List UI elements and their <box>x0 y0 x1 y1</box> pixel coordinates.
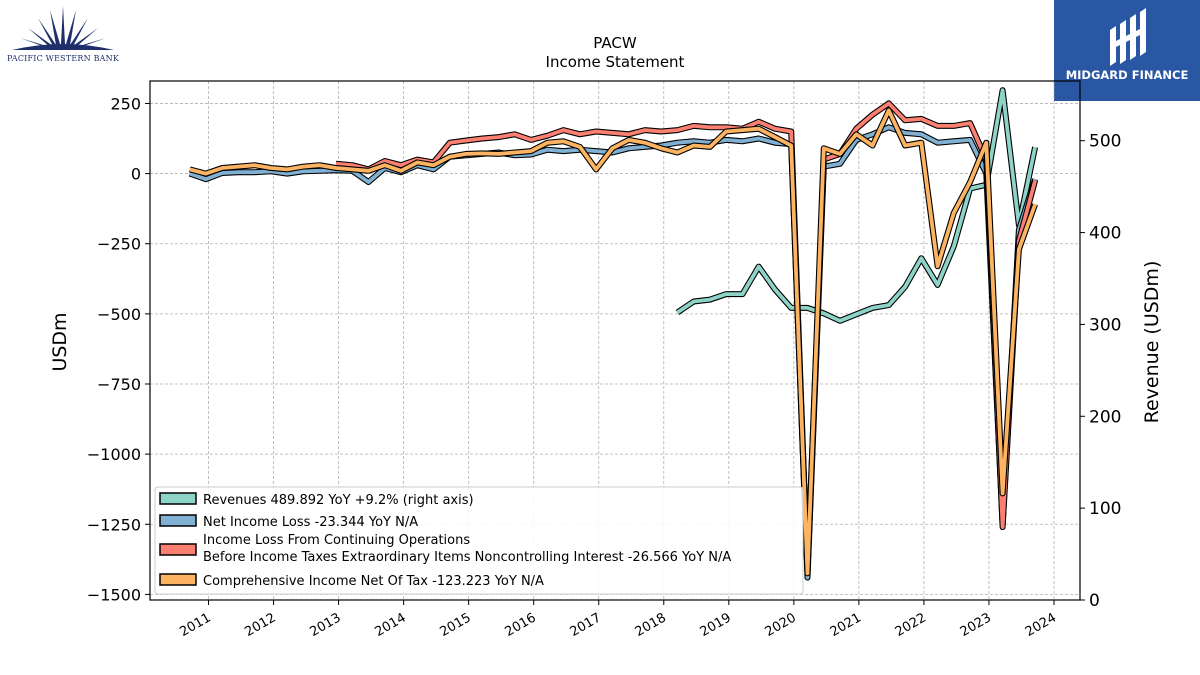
midgard-emblem-icon <box>1110 8 1146 66</box>
legend-swatch <box>159 543 197 556</box>
x-tick-label: 2018 <box>633 610 669 640</box>
y-tick-label: 0 <box>131 165 141 184</box>
y-right-tick-label: 500 <box>1089 132 1121 152</box>
series-3 <box>188 107 1038 577</box>
legend-label: Revenues 489.892 YoY +9.2% (right axis) <box>203 493 474 508</box>
legend-label: Before Income Taxes Extraordinary Items … <box>203 550 731 565</box>
y-tick-label: −750 <box>97 375 141 394</box>
legend-item-1: Net Income Loss -23.344 YoY N/A <box>159 514 418 530</box>
x-tick-label: 2017 <box>568 610 604 640</box>
y-tick-label: −1250 <box>87 515 141 534</box>
legend-item-2: Income Loss From Continuing Operations Be… <box>159 533 731 565</box>
y-axis-label-left: USDm <box>49 312 71 371</box>
bank-name-text: PACIFIC WESTERN BANK <box>7 54 119 63</box>
y-right-tick-label: 100 <box>1089 499 1121 519</box>
legend-label: Comprehensive Income Net Of Tax -123.223… <box>203 574 544 589</box>
y-right-tick-label: 400 <box>1089 224 1121 244</box>
chart-title: PACW <box>593 34 637 52</box>
y-right-tick-label: 200 <box>1089 407 1121 427</box>
series-lines <box>188 87 1039 581</box>
legend-swatch <box>159 514 197 527</box>
series-line <box>676 88 1037 323</box>
midgard-finance-text: MIDGARD FINANCE <box>1065 68 1189 82</box>
x-tick-label: 2014 <box>372 610 408 640</box>
x-tick-label: 2013 <box>307 610 343 640</box>
x-tick-label: 2019 <box>698 610 734 640</box>
pacific-western-bank-logo: PACIFIC WESTERN BANK <box>4 4 122 66</box>
y-tick-label: −1000 <box>87 445 141 464</box>
midgard-finance-logo: MIDGARD FINANCE <box>1054 0 1200 101</box>
x-tick-label: 2016 <box>503 610 539 640</box>
y-right-tick-label: 300 <box>1089 315 1121 335</box>
legend-box <box>154 486 804 595</box>
series-line <box>189 108 1037 576</box>
y-axis-label-right: Revenue (USDm) <box>1141 261 1163 424</box>
series-0 <box>675 87 1039 324</box>
legend-swatch <box>159 492 197 505</box>
legend-item-3: Comprehensive Income Net Of Tax -123.223… <box>159 573 544 589</box>
x-tick-label: 2011 <box>177 610 213 640</box>
series-2 <box>335 100 1038 575</box>
sunburst-logo-icon <box>12 6 114 50</box>
plot-frame <box>149 80 1081 601</box>
y-tick-label: 250 <box>110 94 141 113</box>
y-tick-label: −500 <box>97 305 141 324</box>
legend-item-0: Revenues 489.892 YoY +9.2% (right axis) <box>159 492 474 508</box>
legend-label: Income Loss From Continuing Operations <box>203 533 470 548</box>
x-tick-label: 2020 <box>763 610 799 640</box>
chart-subtitle: Income Statement <box>546 53 685 71</box>
x-tick-label: 2023 <box>958 610 994 640</box>
legend-label: Net Income Loss -23.344 YoY N/A <box>203 515 418 530</box>
series-line <box>335 101 1037 574</box>
legend: Revenues 489.892 YoY +9.2% (right axis) N… <box>154 486 804 595</box>
x-tick-label: 2022 <box>893 610 929 640</box>
x-tick-label: 2015 <box>438 610 474 640</box>
y-right-tick-label: 0 <box>1089 591 1100 611</box>
legend-swatch <box>159 573 197 586</box>
x-tick-label: 2024 <box>1023 610 1059 640</box>
x-tick-label: 2012 <box>242 610 278 640</box>
y-tick-label: −250 <box>97 235 141 254</box>
y-tick-label: −1500 <box>87 585 141 604</box>
x-tick-label: 2021 <box>828 610 864 640</box>
